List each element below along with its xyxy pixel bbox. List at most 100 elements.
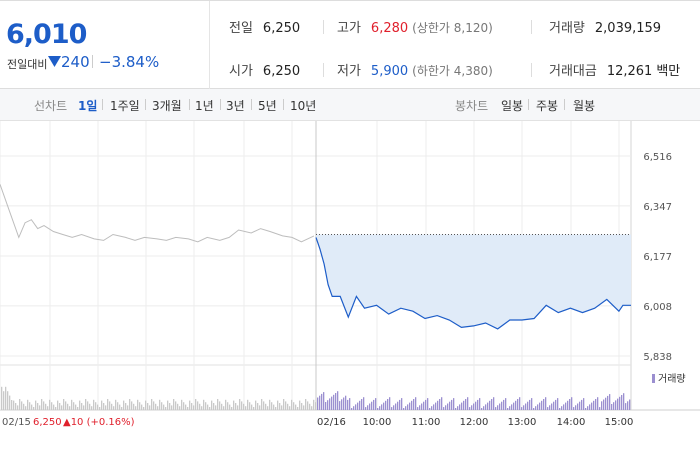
tab-3-months[interactable]: 3개월 — [152, 99, 182, 113]
intraday-chart[interactable]: 6,516 6,347 6,177 6,008 5,838 02/16 10:00 11:00… — [0, 121, 700, 450]
volume-bar — [97, 404, 99, 410]
line-chart-label: 선차트 — [34, 99, 68, 113]
quote-summary: 6,010 전일대비 240 −3.84% 전일 6,250 고가 6,280 (상한… — [0, 0, 700, 89]
volume-bar — [545, 397, 547, 410]
volume-bar — [491, 399, 493, 410]
volume-bar — [203, 399, 205, 410]
volume-bar — [343, 397, 345, 410]
volume-bar — [297, 407, 299, 410]
volume-bar — [459, 404, 461, 410]
volume-bar — [293, 402, 295, 410]
volume-bar — [11, 400, 13, 410]
volume-bar — [399, 399, 401, 410]
volume-bar — [63, 399, 65, 410]
tab-3-years[interactable]: 3년 — [226, 99, 245, 113]
prev-day-close: 6,250 — [33, 417, 62, 428]
y-tick-label: 5,838 — [643, 352, 672, 363]
tab-1-day[interactable]: 1일 — [78, 99, 98, 113]
volume-bar — [181, 399, 183, 410]
volume-bar — [487, 402, 489, 410]
volume-bar — [253, 407, 255, 410]
volume-bar — [187, 407, 189, 410]
volume-bars — [1, 386, 631, 410]
change-value: 240 — [61, 53, 90, 71]
volume-bar — [3, 391, 5, 410]
volume-bar — [163, 404, 165, 410]
volume-bar — [247, 399, 249, 410]
volume-bar — [613, 402, 615, 410]
volume-bar — [535, 406, 537, 410]
volume-bar — [291, 399, 293, 410]
volume-bar — [603, 399, 605, 410]
volume-bar — [199, 403, 201, 410]
volume-bar — [295, 404, 297, 410]
tab-monthly-candle[interactable]: 월봉 — [573, 99, 596, 113]
volume-bar — [101, 400, 103, 410]
divider — [564, 99, 565, 110]
volume-bar — [131, 401, 133, 410]
prev-day-line — [0, 184, 315, 243]
volume-bar — [417, 407, 419, 410]
volume-bar — [467, 397, 469, 410]
volume-bar — [139, 402, 141, 410]
volume-bar — [525, 403, 527, 410]
x-tick-label: 12:00 — [460, 417, 489, 428]
volume-bar — [193, 405, 195, 410]
volume-bar — [141, 404, 143, 410]
volume-bar — [469, 407, 471, 410]
down-arrow-icon — [48, 56, 61, 67]
volume-bar — [183, 402, 185, 410]
volume-bar — [337, 391, 339, 410]
volume-bar — [233, 400, 235, 410]
volume-bar — [111, 403, 113, 410]
volume-bar — [413, 399, 415, 410]
candle-chart-label: 봉차트 — [455, 99, 489, 113]
tab-1-week[interactable]: 1주일 — [110, 99, 140, 113]
volume-bar — [565, 402, 567, 410]
volume-bar — [373, 399, 375, 410]
volume-bar — [125, 403, 127, 410]
volume-bar — [283, 399, 285, 410]
volume-bar — [453, 398, 455, 410]
volume-bar — [81, 403, 83, 410]
tab-5-years[interactable]: 5년 — [258, 99, 277, 113]
x-tick-label: 10:00 — [363, 417, 392, 428]
volume-bar — [161, 402, 163, 410]
volume-bar — [103, 403, 105, 410]
volume-bar — [49, 399, 51, 410]
today-fill-area — [316, 234, 631, 329]
volume-bar — [599, 407, 601, 410]
volume-bar — [53, 404, 55, 410]
volume-legend-label: 거래량 — [658, 373, 686, 385]
tab-1-year[interactable]: 1년 — [195, 99, 214, 113]
volume-bar — [507, 408, 509, 410]
tab-daily-candle[interactable]: 일봉 — [501, 99, 524, 113]
volume-bar — [115, 399, 117, 410]
volume-bar — [515, 400, 517, 410]
divider — [531, 63, 532, 77]
volume-bar — [79, 400, 81, 410]
volume-bar — [595, 399, 597, 410]
volume-bar — [259, 405, 261, 410]
volume-bar — [539, 402, 541, 410]
tab-weekly-candle[interactable]: 주봉 — [536, 99, 559, 113]
volume-bar — [481, 408, 483, 410]
volume-bar — [445, 405, 447, 410]
volume-bar — [145, 400, 147, 410]
volume-bar — [401, 398, 403, 410]
volume-bar — [277, 400, 279, 410]
volume-bar — [435, 402, 437, 410]
volume-bar — [511, 404, 513, 410]
chart-plot-area — [0, 184, 631, 330]
divider — [283, 99, 284, 110]
volume-bar — [153, 401, 155, 410]
volume-bar — [621, 395, 623, 410]
volume-bar — [577, 403, 579, 410]
volume-bar — [327, 400, 329, 410]
volume-bar — [495, 407, 497, 410]
divider — [323, 63, 324, 77]
volume-bar — [429, 408, 431, 410]
volume-bar — [333, 394, 335, 410]
volume-bar — [227, 402, 229, 410]
tab-10-years[interactable]: 10년 — [290, 99, 317, 113]
